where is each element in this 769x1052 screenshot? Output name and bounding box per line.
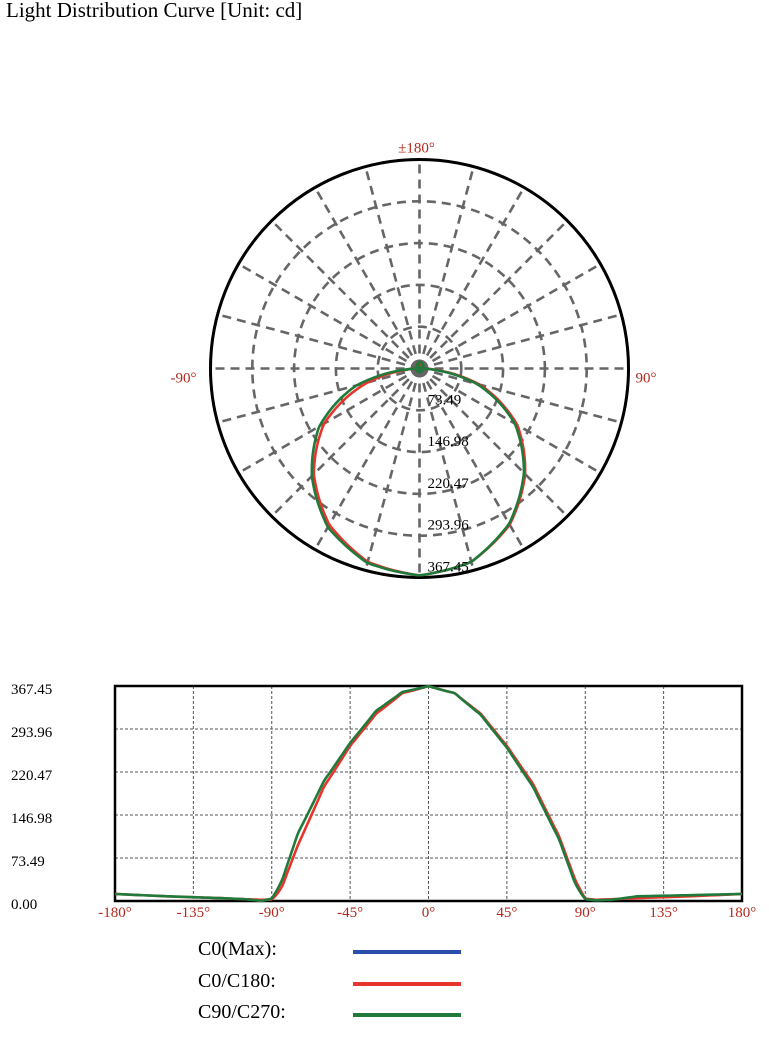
polar-spoke: [313, 186, 421, 370]
legend-item-c0-max: C0(Max):: [198, 938, 478, 970]
polar-spoke: [419, 367, 622, 424]
polar-chart: 73.49 146.98 220.47 293.96 367.45 ±180° -90° 90…: [171, 141, 657, 579]
polar-spoke: [418, 186, 526, 370]
polar-angle-label-top: ±180°: [398, 141, 435, 157]
y-tick-label: 0.00: [11, 897, 37, 913]
polar-spoke: [419, 313, 622, 370]
x-tick-label: -135°: [177, 905, 211, 921]
polar-spoke: [217, 313, 420, 370]
legend-label: C0(Max):: [198, 938, 277, 960]
y-tick-label: 220.47: [11, 768, 53, 784]
legend-swatch: [353, 950, 461, 954]
polar-series-c90-c270: [310, 360, 526, 577]
legend-label: C90/C270:: [198, 1001, 286, 1023]
x-tick-label: 45°: [496, 905, 517, 921]
polar-spoke: [418, 367, 526, 551]
legend-label: C0/C180:: [198, 969, 276, 992]
y-tick-label: 73.49: [11, 854, 45, 870]
legend: C0(Max): C0/C180: C90/C270:: [198, 938, 478, 1033]
polar-radial-tick-label: 73.49: [428, 392, 462, 408]
x-tick-label: -180°: [98, 905, 132, 921]
polar-spoke: [418, 367, 602, 475]
x-tick-label: 135°: [649, 905, 678, 921]
polar-radial-tick-label: 146.98: [428, 434, 469, 450]
polar-radial-tick-label: 220.47: [428, 476, 470, 492]
polar-ring: [251, 200, 588, 537]
x-tick-label: -90°: [259, 905, 285, 921]
polar-spoke: [418, 367, 569, 518]
polar-ring: [334, 283, 505, 454]
polar-radial-tick-label: 367.45: [428, 560, 469, 576]
polar-spoke: [270, 367, 421, 518]
legend-swatch: [353, 981, 461, 986]
polar-spoke: [313, 367, 421, 551]
y-tick-label: 146.98: [11, 811, 52, 827]
polar-spoke: [270, 219, 421, 370]
legend-item-c90-c270: C90/C270:: [198, 1001, 478, 1033]
polar-ring: [292, 241, 547, 496]
line-series-c90-c270: [114, 684, 743, 903]
polar-spoke: [418, 262, 602, 370]
polar-spoke: [217, 367, 420, 424]
polar-spoke: [418, 368, 475, 571]
polar-ring: [376, 325, 463, 412]
x-tick-label: -45°: [337, 905, 363, 921]
x-tick-label: 0°: [422, 905, 436, 921]
cartesian-chart: 0.00 73.49 146.98 220.47 293.96 367.45 -180° -1…: [11, 682, 757, 921]
x-tick-label: 90°: [575, 905, 596, 921]
polar-radial-tick-label: 293.96: [428, 518, 470, 534]
x-tick-label: 180°: [728, 905, 757, 921]
polar-spoke: [237, 367, 421, 475]
polar-spoke: [364, 368, 421, 571]
y-tick-label: 293.96: [11, 725, 53, 741]
legend-swatch: [353, 1013, 461, 1017]
y-tick-label: 367.45: [11, 682, 52, 698]
polar-frame: [209, 158, 630, 579]
polar-spoke: [364, 166, 421, 369]
polar-spoke: [418, 219, 569, 370]
polar-angle-label-right: 90°: [636, 371, 657, 387]
legend-item-c0-c180: C0/C180:: [198, 970, 478, 1002]
page-title: Light Distribution Curve [Unit: cd]: [6, 0, 303, 22]
polar-spoke: [418, 166, 475, 369]
polar-angle-label-left: -90°: [171, 371, 197, 387]
polar-spoke: [237, 262, 421, 370]
